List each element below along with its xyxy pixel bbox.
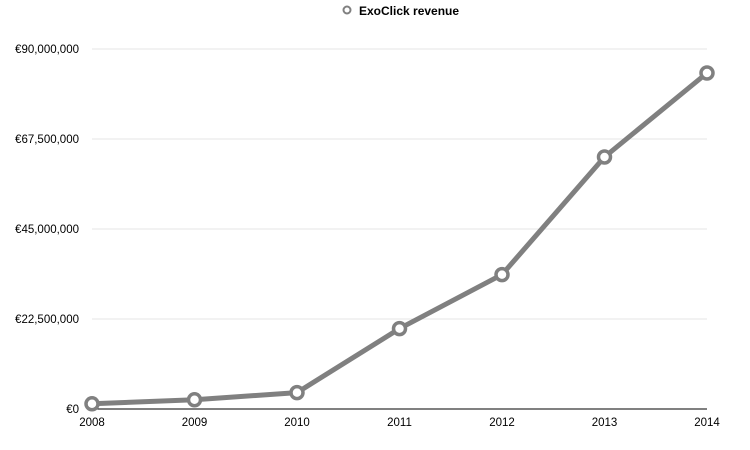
legend-marker-icon bbox=[342, 5, 352, 15]
y-tick-label: €67,500,000 bbox=[15, 134, 79, 146]
x-tick-label: 2013 bbox=[592, 417, 618, 429]
series-revenue bbox=[84, 65, 715, 412]
x-tick-label: 2008 bbox=[79, 417, 105, 429]
x-tick-label: 2012 bbox=[489, 417, 515, 429]
data-point bbox=[596, 149, 613, 165]
data-point bbox=[699, 65, 715, 81]
grid bbox=[92, 48, 707, 320]
legend: ExoClick revenue bbox=[342, 4, 459, 18]
legend-label: ExoClick revenue bbox=[359, 4, 459, 18]
y-axis-labels: €0 €22,500,000 €45,000,000 €67,500,000 €90,0… bbox=[15, 44, 79, 416]
data-point bbox=[84, 396, 100, 412]
y-tick-label: €0 bbox=[66, 404, 79, 416]
x-tick-label: 2010 bbox=[284, 417, 310, 429]
y-tick-label: €22,500,000 bbox=[15, 314, 79, 326]
x-axis-labels: 2008 2009 2010 2011 2012 2013 2014 bbox=[79, 417, 720, 429]
x-tick-label: 2009 bbox=[182, 417, 208, 429]
data-point bbox=[289, 384, 305, 401]
data-point bbox=[391, 320, 408, 337]
y-tick-label: €90,000,000 bbox=[15, 44, 79, 56]
x-tick-label: 2014 bbox=[694, 417, 720, 429]
series-line bbox=[89, 70, 710, 407]
data-point bbox=[494, 266, 510, 283]
x-tick-label: 2011 bbox=[387, 417, 412, 429]
y-tick-label: €45,000,000 bbox=[15, 224, 79, 236]
data-point bbox=[186, 392, 203, 408]
